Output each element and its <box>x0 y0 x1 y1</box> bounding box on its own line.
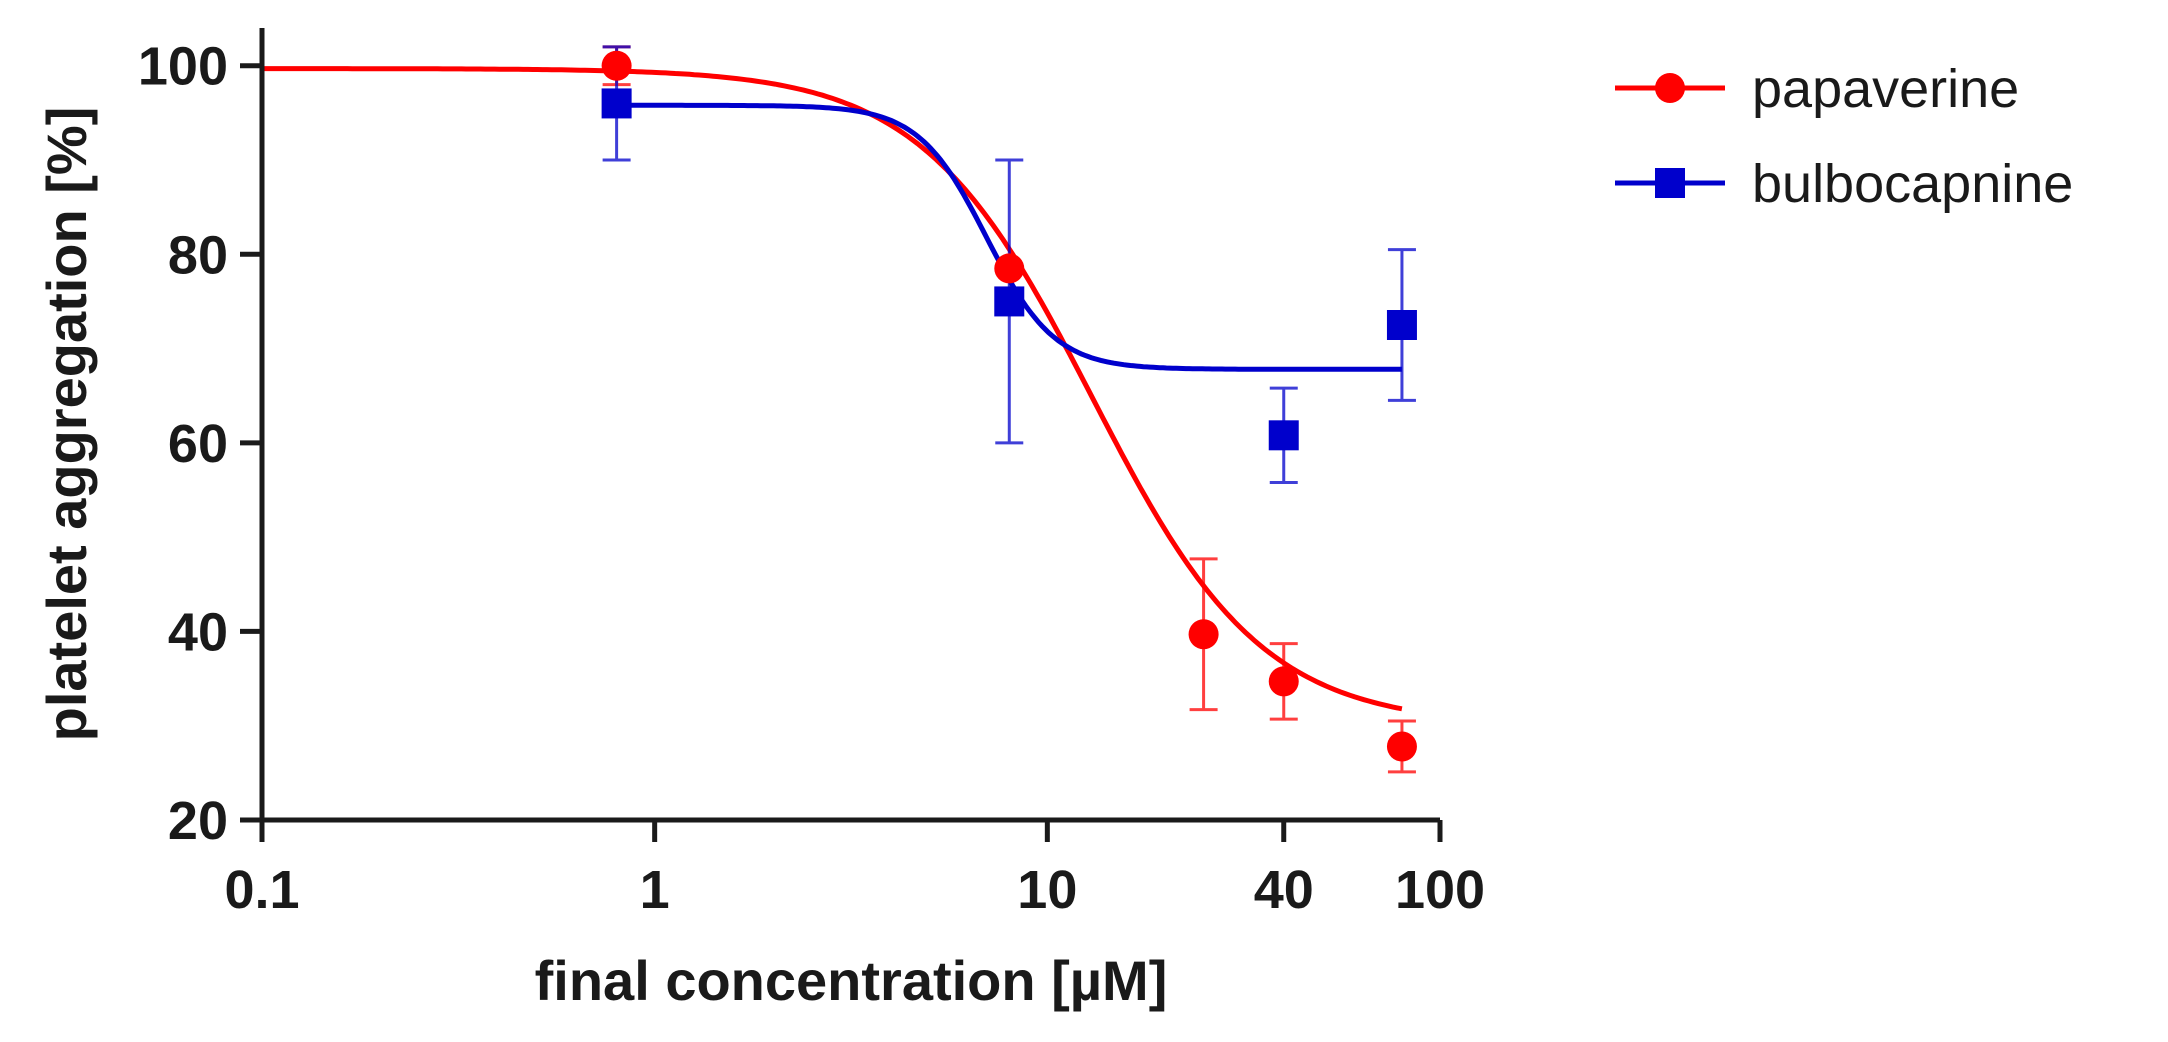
legend-item-bulbocapnine: bulbocapnine <box>1615 154 2073 214</box>
legend-item-papaverine: papaverine <box>1615 59 2019 119</box>
bulbocapnine-point <box>1386 310 1417 340</box>
papaverine-fit-curve <box>262 66 1403 712</box>
bulbocapnine-point <box>994 286 1025 317</box>
y-tick-label: 100 <box>138 37 228 97</box>
y-tick-label: 80 <box>168 225 228 285</box>
error-bars <box>602 45 1416 774</box>
x-axis-title: final concentration [µM] <box>535 949 1168 1012</box>
papaverine-point <box>1386 731 1417 762</box>
y-tick-label: 60 <box>168 414 228 474</box>
papaverine-point <box>601 50 632 81</box>
x-tick-label: 40 <box>1254 860 1314 920</box>
x-tick-label: 100 <box>1395 860 1485 920</box>
legend-label: papaverine <box>1752 59 2019 119</box>
papaverine-point <box>1268 666 1299 697</box>
axes: 20 40 60 80 100 0.1 1 10 40 100 final concentrat… <box>35 28 1485 1012</box>
papaverine-point <box>1188 619 1219 650</box>
fit-curves <box>262 66 1403 712</box>
papaverine-point <box>994 253 1025 284</box>
y-tick-label: 40 <box>168 602 228 662</box>
x-tick-label: 1 <box>640 860 670 920</box>
bulbocapnine-point <box>1268 420 1299 451</box>
bulbocapnine-point <box>601 88 632 119</box>
x-axis-ticks: 0.1 1 10 40 100 <box>224 820 1485 920</box>
y-axis-ticks: 20 40 60 80 100 <box>138 37 262 851</box>
data-points <box>601 50 1417 762</box>
legend: papaverine bulbocapnine <box>1615 59 2073 214</box>
y-tick-label: 20 <box>168 791 228 851</box>
y-axis-title: platelet aggregation [%] <box>35 107 98 742</box>
legend-label: bulbocapnine <box>1752 154 2073 214</box>
legend-marker <box>1655 168 1685 198</box>
legend-marker <box>1655 73 1685 103</box>
x-tick-label: 0.1 <box>224 860 299 920</box>
x-tick-label: 10 <box>1017 860 1077 920</box>
